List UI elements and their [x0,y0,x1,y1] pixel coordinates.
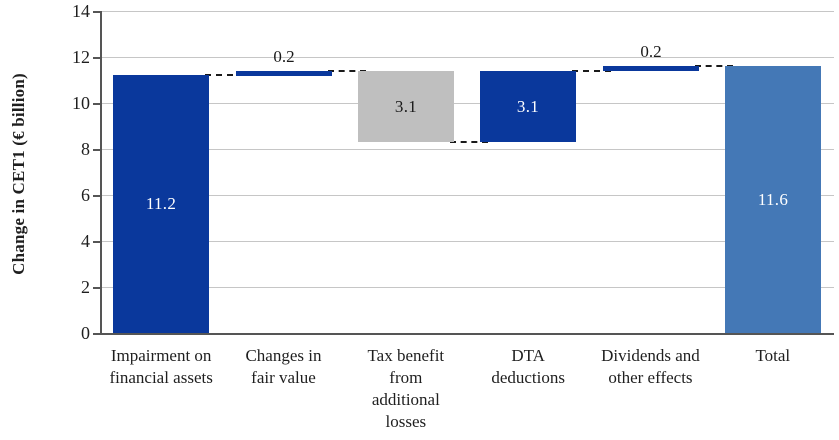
gridline [100,287,834,288]
x-axis-category-label: Dividends and other effects [589,345,711,433]
y-tick-mark [93,333,100,335]
y-tick-label: 8 [81,139,90,159]
x-axis-category-text: Changes in fair value [245,346,322,387]
connector-line [695,65,733,67]
bar-value-label: 0.2 [273,47,295,66]
bar-value-label: 11.2 [145,194,177,213]
y-tick-mark [93,241,100,243]
x-axis-category-label: Impairment on financial assets [100,345,222,433]
gridline [100,149,834,150]
x-axis-labels: Impairment on financial assets Changes in… [100,345,834,433]
x-axis-category-label: DTA deductions [467,345,589,433]
y-axis-title: Change in CET1 (€ billion) [9,73,28,275]
gridline [100,57,834,58]
gridline [100,103,834,104]
y-tick-mark [93,287,100,289]
y-tick-label: 4 [81,231,90,251]
gridline [100,11,834,12]
x-axis-category-text: Impairment on financial assets [109,346,213,387]
bar: 3.1 [480,71,576,142]
connector-line [205,74,244,76]
connector-line [450,141,488,143]
bar [603,66,699,71]
y-tick-mark [93,149,100,151]
x-axis-category-text: DTA deductions [491,346,565,387]
y-tick-label: 2 [81,277,90,297]
gridline [100,195,834,196]
y-tick-label: 12 [72,47,90,67]
x-axis-category-label: Total [712,345,834,433]
bar-value-label: 11.6 [757,189,789,209]
y-tick-label: 14 [72,1,90,21]
bar-value-label: 3.1 [394,96,418,116]
y-tick-mark [93,57,100,59]
y-tick-mark [93,195,100,197]
y-tick-label: 0 [81,323,90,343]
gridline [100,241,834,242]
x-axis-category-label: Changes in fair value [222,345,344,433]
x-axis-category-text: Total [755,346,791,365]
x-axis-line [100,333,834,335]
y-tick-mark [93,103,100,105]
x-axis-category-label: Tax benefit from additional losses [345,345,467,433]
bar-value-label: 0.2 [640,42,662,61]
x-axis-category-text: Tax benefit from additional losses [367,346,445,431]
bar: 11.2 [113,75,209,333]
bar [236,71,332,76]
connector-line [328,70,366,72]
y-tick-mark [93,11,100,13]
plot-area: 11.2 0.2 3.1 3.1 0.2 11.6 [100,11,834,333]
y-tick-label: 6 [81,185,90,205]
y-axis-line [100,11,102,335]
bar: 11.6 [725,66,821,333]
connector-line [572,70,611,72]
bar-value-label: 3.1 [516,96,540,116]
x-axis-category-text: Dividends and other effects [601,346,700,387]
y-tick-label: 10 [72,93,90,113]
bar: 3.1 [358,71,454,142]
